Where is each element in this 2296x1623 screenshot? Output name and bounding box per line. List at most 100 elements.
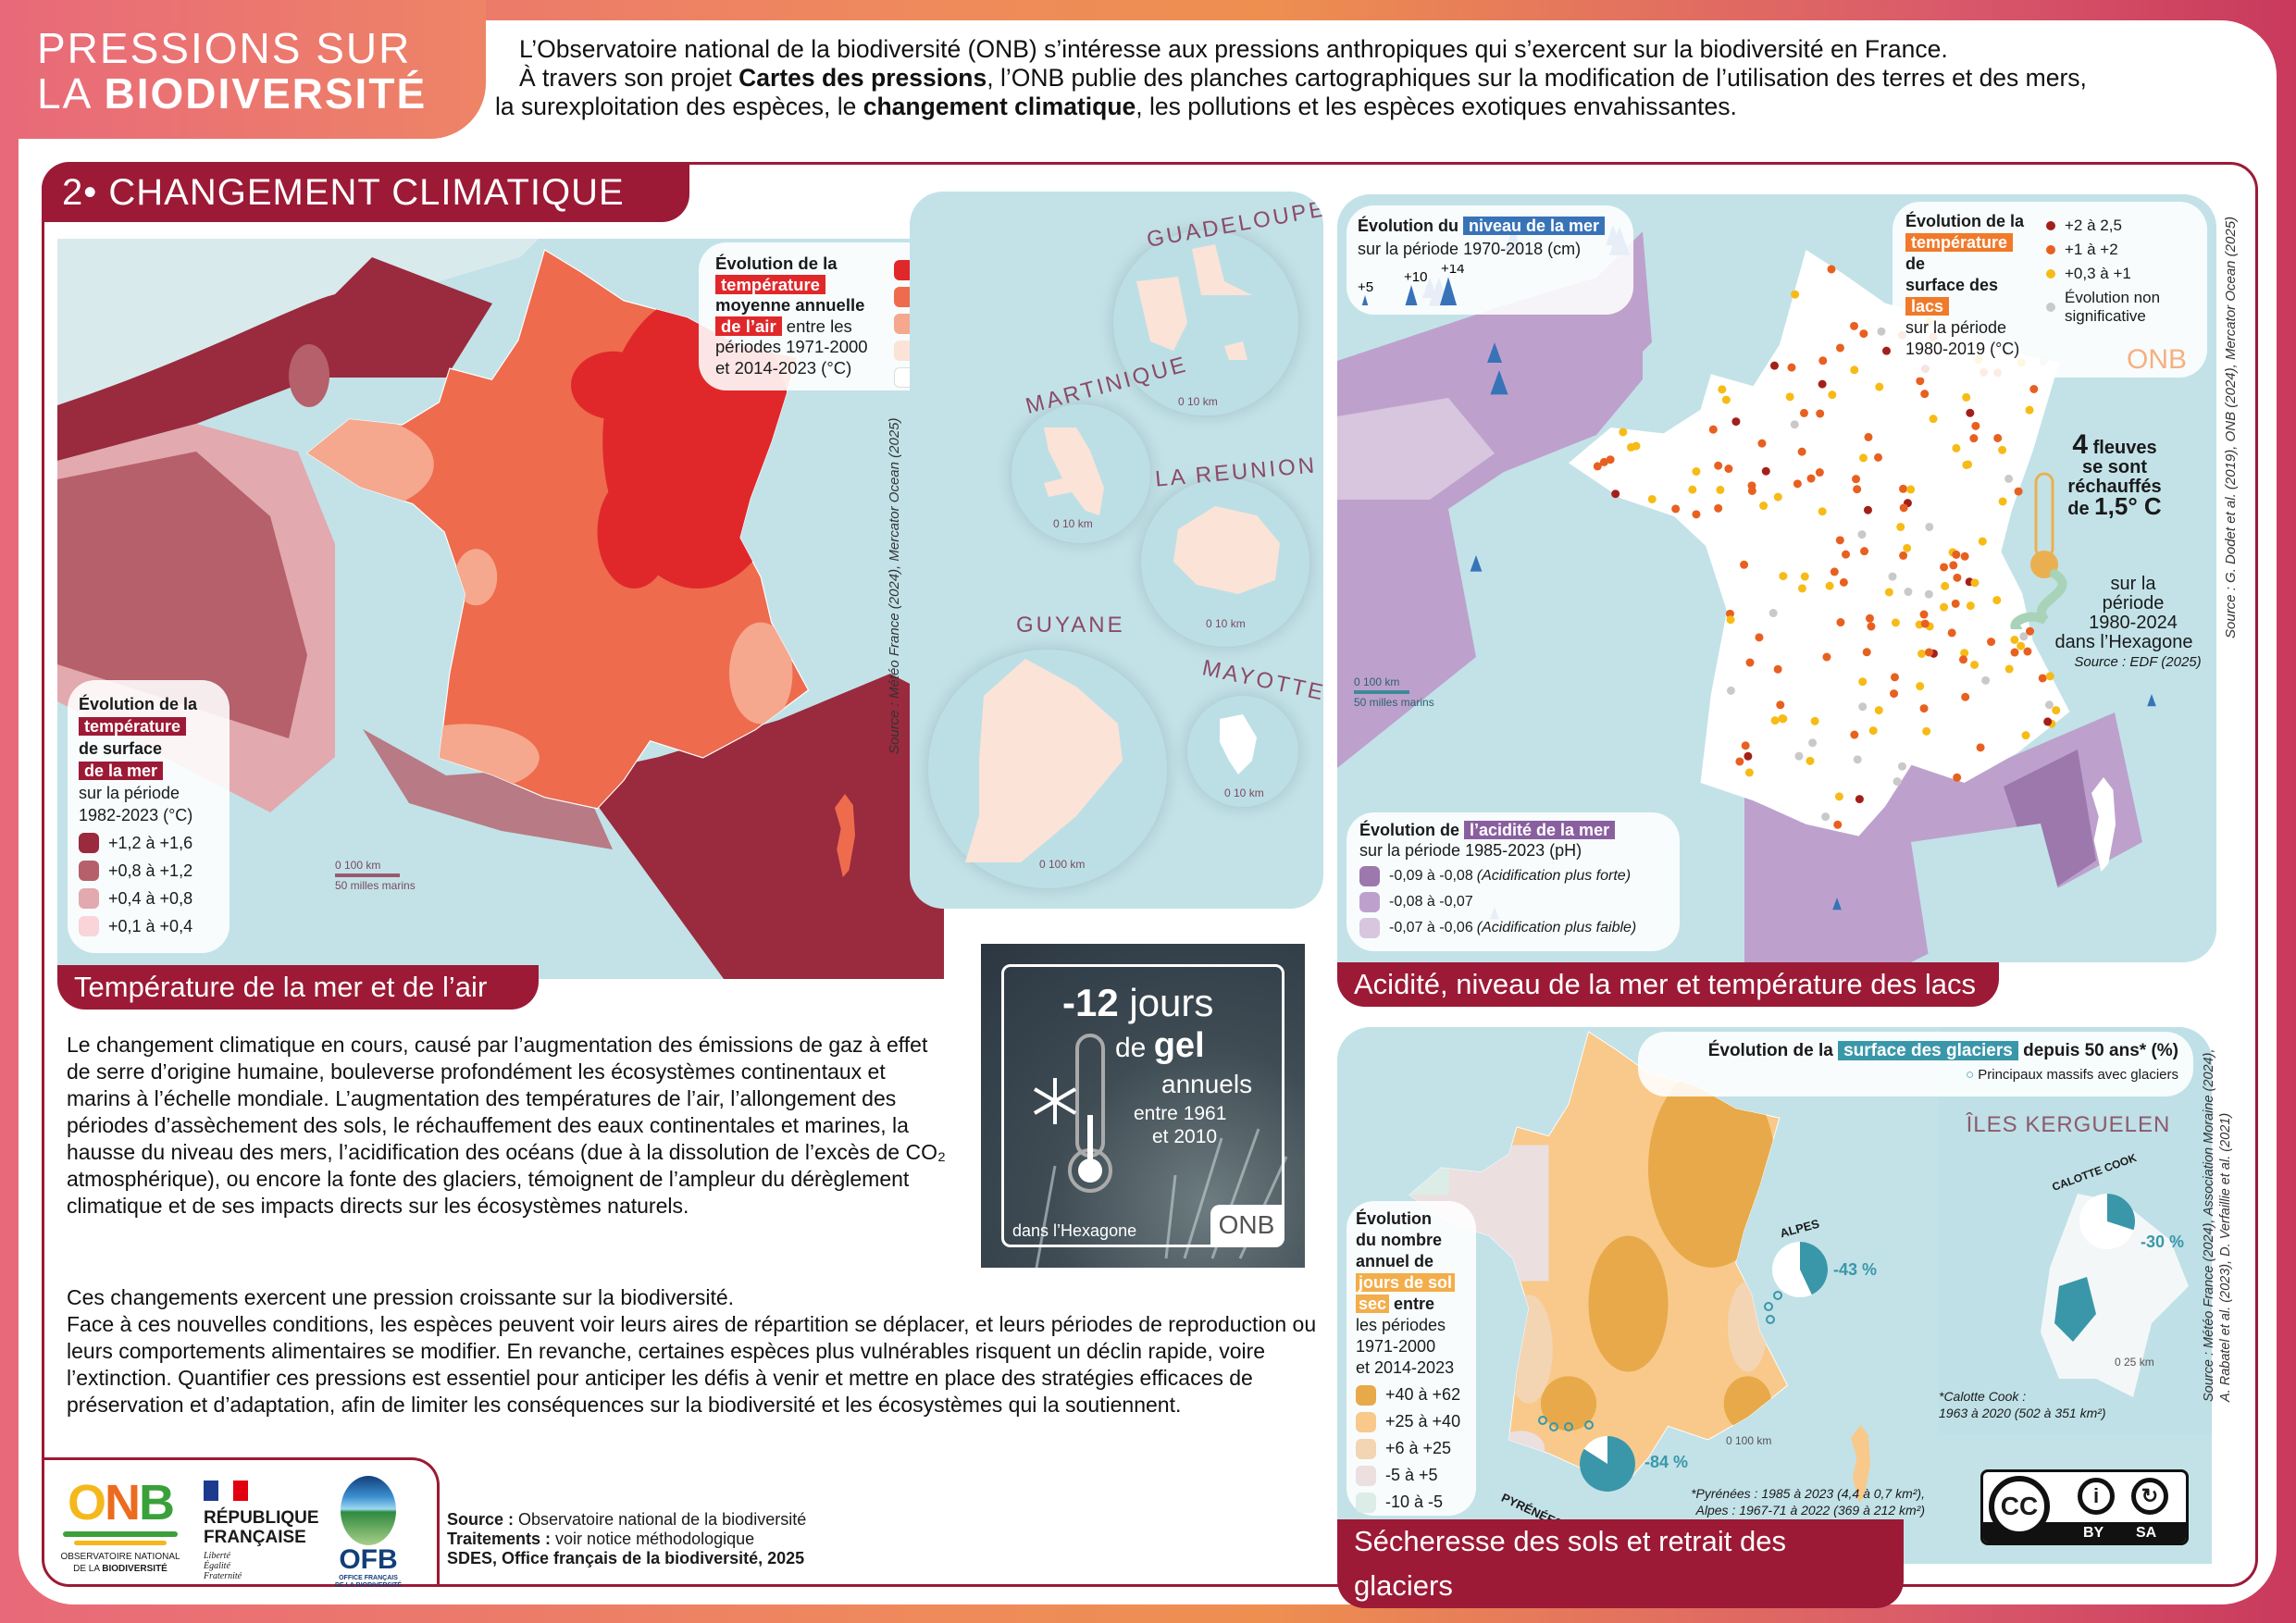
lake-dot [1708,425,1718,434]
lake-dot [1757,439,1767,448]
legend-item: -0,09 à -0,08 (Acidification plus forte) [1359,866,1667,886]
legend-swatch [2046,221,2055,230]
lake-dot [1859,329,1868,339]
calotte-cook-pie-slice [2107,1194,2135,1231]
sea-level-station [2147,694,2156,707]
sea-level-label: +14 [1441,265,1464,277]
lake-dot [1828,390,1837,400]
frost-gel: de gel [1115,1026,1205,1065]
lake-dot [2038,674,2047,683]
legend-swatch [1356,1384,1376,1406]
intro-text: L’Observatoire national de la biodiversi… [495,35,2087,120]
lake-dot [1874,706,1883,715]
lake-dot [1906,485,1916,494]
lake-dot [1919,610,1929,619]
lake-dot [1842,550,1851,559]
lake-dot [1806,474,1816,483]
lake-dot [2043,717,2053,726]
lake-dot [1770,716,1780,725]
lake-dot [1769,361,1779,370]
sea-level-legend-symbols: +5 +10 +14 [1358,265,1464,305]
legend-item: Évolution non significative [2046,289,2194,326]
lake-dot [1716,485,1725,494]
section-title: 2• CHANGEMENT CLIMATIQUE [42,163,689,222]
air-zone-brittany [307,413,434,515]
glacier-title-legend: Évolution de la surface des glaciers dep… [1638,1032,2193,1096]
legend-swatch [2046,303,2055,312]
lake-dot [1966,408,1975,417]
lake-dot [1903,543,1912,552]
section-frame [42,162,2258,1587]
martinique-shape [1044,427,1104,515]
lake-dots-layer [1593,265,2061,829]
lake-dot [1920,390,1930,399]
reunion-shape [1173,506,1280,594]
share-alike-icon: ↻ [2131,1478,2168,1515]
lake-dot [1916,682,1925,691]
lake-dot [1884,588,1893,597]
legend-swatch [1359,866,1380,886]
lake-dot [1726,686,1735,695]
snowflake-icon [1033,1078,1077,1124]
legend-item: +2 à 2,5 [2046,217,2194,235]
frost-location: dans l’Hexagone [1012,1221,1137,1240]
label-guyane: GUYANE [1016,613,1125,638]
onb-logo-frost: ONB [1210,1205,1283,1245]
lake-dot [1853,755,1862,764]
lake-dot [1949,561,1958,570]
lake-dot [1940,602,1949,612]
legend-label: +6 à +25 [1385,1439,1452,1457]
lake-dot [1815,468,1824,477]
lake-dot [1735,757,1744,766]
legend-swatch [1359,918,1380,938]
sea-level-legend: Évolution du niveau de la mer sur la pér… [1347,205,1633,315]
legend-label: +0,8 à +1,2 [108,861,193,880]
onb-logo-small: ONB [2126,344,2187,375]
lake-dot [2010,635,2019,644]
lake-dot [1850,365,1859,375]
glacier-notes: *Pyrénées : 1985 à 2023 (4,4 à 0,7 km²),… [1691,1486,1925,1518]
lake-dot [1850,730,1859,739]
lake-dot [1881,346,1891,355]
legend-item: +1,2 à +1,6 [79,832,218,854]
lake-dot [1714,503,1723,513]
legend-label: +2 à 2,5 [2065,217,2122,234]
legend-label: +1 à +2 [2065,241,2118,258]
lake-dot [1800,572,1809,581]
acid-legend-items: -0,09 à -0,08 (Acidification plus forte)… [1359,866,1667,938]
sea-level-station [1487,342,1502,363]
guyane-circle: 0 100 km [928,650,1167,888]
lake-dot [2010,648,2019,657]
lake-dot [1806,756,1815,765]
cc-icon: CC [1989,1476,2050,1537]
mayotte-circle: 0 10 km [1187,696,1298,807]
lake-dot [2004,664,2014,674]
lake-dot [1947,628,1956,638]
massif-marker-icon: ○ [1966,1067,1979,1083]
legend-label: +40 à +62 [1385,1385,1461,1404]
french-flag-icon [204,1481,248,1501]
cc-by-sa-badge[interactable]: CC i ↻ BY SA [1980,1469,2189,1545]
lake-dot [1818,356,1828,365]
lake-dot [1745,658,1755,667]
acidity-legend: Évolution de l’acidité de la mer sur la … [1347,812,1680,951]
lake-dot [1790,420,1799,429]
legend-item: +40 à +62 [1356,1384,1467,1406]
lake-dot [1962,460,1971,469]
lake-dot [1818,379,1827,389]
lake-dot [1897,762,1906,771]
lake-dot [1960,551,1969,561]
lake-dot [1759,502,1769,511]
lake-dot [2052,706,2061,715]
lake-dot [1953,573,1962,582]
lake-dot [1797,447,1806,456]
guadeloupe-circle: 0 10 km [1113,230,1298,415]
lake-dot [1855,795,1864,804]
lake-dot [2004,474,2014,483]
legend-label: -0,09 à -0,08 [1389,868,1473,884]
lake-dot [1875,382,1884,391]
legend-item: -5 à +5 [1356,1465,1467,1486]
drought-zone-east [1648,1068,1776,1268]
ofb-emblem [341,1476,396,1545]
legend-label: Évolution non significative [2065,289,2161,325]
